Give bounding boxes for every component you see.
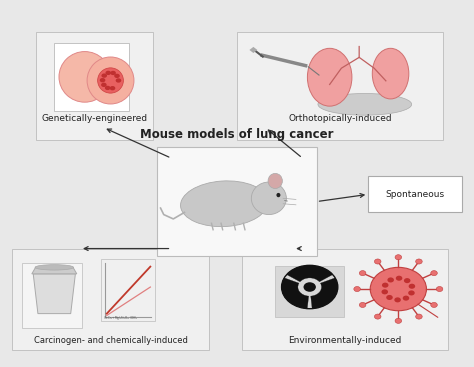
Bar (249, 47, 257, 53)
Wedge shape (287, 265, 333, 282)
Circle shape (387, 277, 394, 283)
Polygon shape (33, 274, 75, 314)
Ellipse shape (276, 193, 281, 197)
Ellipse shape (251, 182, 286, 215)
Circle shape (105, 86, 110, 90)
Ellipse shape (87, 57, 134, 104)
Circle shape (109, 86, 115, 90)
Circle shape (403, 295, 409, 301)
Ellipse shape (181, 181, 268, 226)
Circle shape (395, 318, 401, 323)
Text: Orthotopically-induced: Orthotopically-induced (288, 114, 392, 123)
Wedge shape (311, 278, 338, 309)
Ellipse shape (372, 48, 409, 99)
Circle shape (416, 314, 422, 319)
Circle shape (116, 78, 121, 83)
Ellipse shape (98, 68, 123, 93)
FancyBboxPatch shape (237, 32, 443, 140)
FancyBboxPatch shape (101, 259, 155, 321)
Wedge shape (282, 278, 309, 309)
Ellipse shape (268, 173, 283, 189)
Circle shape (114, 74, 120, 78)
Circle shape (100, 78, 105, 82)
Circle shape (431, 270, 438, 276)
Circle shape (386, 295, 393, 300)
Circle shape (408, 290, 415, 295)
Ellipse shape (59, 52, 110, 102)
FancyBboxPatch shape (368, 176, 462, 212)
FancyBboxPatch shape (12, 248, 209, 350)
Circle shape (374, 259, 381, 264)
Circle shape (382, 283, 389, 288)
Text: Environmentally-induced: Environmentally-induced (288, 336, 401, 345)
Circle shape (395, 255, 401, 260)
Circle shape (359, 270, 366, 276)
Text: Spontaneous: Spontaneous (385, 190, 445, 199)
Circle shape (431, 302, 438, 308)
Text: Genetically-engineered: Genetically-engineered (41, 114, 147, 123)
Ellipse shape (35, 265, 73, 270)
FancyBboxPatch shape (242, 248, 448, 350)
Circle shape (101, 73, 107, 78)
Circle shape (374, 314, 381, 319)
Text: (FeCr$_2$+Mg)$_3$Si$_4$O$_{10}$(OH)$_2$: (FeCr$_2$+Mg)$_3$Si$_4$O$_{10}$(OH)$_2$ (103, 314, 139, 322)
Circle shape (404, 278, 410, 283)
Circle shape (110, 71, 116, 75)
Circle shape (354, 287, 360, 291)
Polygon shape (32, 267, 77, 274)
Circle shape (105, 71, 111, 75)
Circle shape (370, 267, 427, 311)
FancyBboxPatch shape (274, 266, 344, 317)
Circle shape (101, 83, 107, 87)
Circle shape (436, 287, 443, 291)
FancyBboxPatch shape (157, 148, 317, 256)
Ellipse shape (308, 48, 352, 106)
Text: Mouse models of lung cancer: Mouse models of lung cancer (140, 128, 334, 141)
Circle shape (382, 289, 388, 294)
FancyBboxPatch shape (21, 263, 82, 328)
Text: Carcinogen- and chemically-induced: Carcinogen- and chemically-induced (34, 336, 187, 345)
Circle shape (396, 276, 402, 281)
Circle shape (394, 297, 401, 302)
FancyBboxPatch shape (55, 43, 129, 111)
Circle shape (359, 302, 366, 308)
Ellipse shape (318, 94, 411, 115)
Circle shape (416, 259, 422, 264)
FancyBboxPatch shape (36, 32, 153, 140)
Circle shape (303, 282, 316, 292)
Circle shape (409, 284, 415, 289)
